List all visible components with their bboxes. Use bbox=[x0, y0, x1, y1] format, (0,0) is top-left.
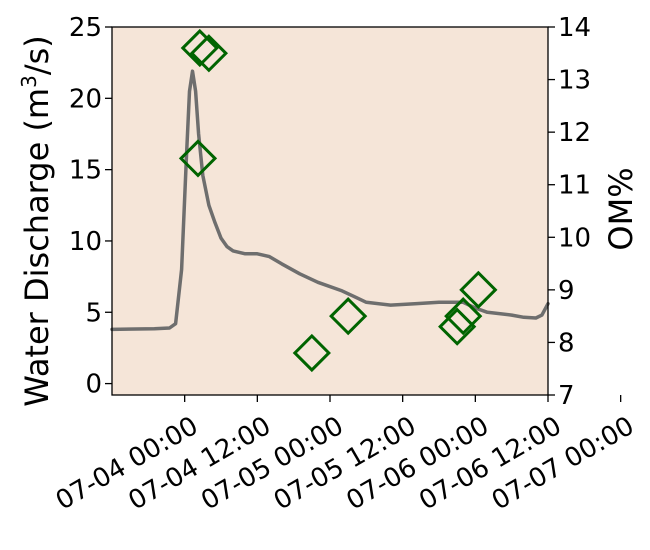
plot-frame bbox=[111, 26, 549, 396]
y2-tick-label: 11 bbox=[558, 171, 591, 201]
plot-background bbox=[112, 27, 548, 395]
y-axis-title-sup: 3 bbox=[17, 75, 41, 88]
y-axis-title-prefix: Water Discharge (m bbox=[18, 88, 56, 407]
y-axis-right: 7 8 9 10 11 12 13 14 bbox=[548, 13, 591, 411]
y-axis-title-left: Water Discharge (m3/s) bbox=[17, 35, 56, 407]
y2-tick-label: 8 bbox=[558, 328, 575, 358]
discharge-line bbox=[110, 69, 550, 332]
om-point bbox=[459, 270, 498, 309]
om-point bbox=[178, 139, 218, 178]
y2-tick-label: 14 bbox=[558, 13, 591, 43]
y-tick-label: 25 bbox=[69, 13, 102, 43]
om-point bbox=[180, 28, 219, 68]
om-point bbox=[189, 34, 229, 73]
y-tick-label: 20 bbox=[69, 84, 102, 114]
om-point bbox=[292, 333, 331, 373]
y-tick-label: 10 bbox=[69, 227, 102, 257]
y2-tick-label: 13 bbox=[558, 66, 591, 96]
y2-tick-label: 10 bbox=[558, 223, 591, 253]
om-point bbox=[329, 297, 368, 336]
om-point bbox=[444, 297, 483, 336]
y2-tick-label: 12 bbox=[558, 118, 591, 148]
y-tick-label: 15 bbox=[69, 156, 102, 186]
y-axis-left: 0 5 10 15 20 25 bbox=[69, 13, 112, 400]
y-tick-label: 0 bbox=[85, 370, 102, 400]
series-layer bbox=[110, 28, 550, 373]
y-axis-title-suffix: /s) bbox=[18, 35, 56, 75]
y-axis-title-right: OM% bbox=[602, 167, 640, 250]
om-point bbox=[438, 307, 477, 346]
y2-tick-label: 9 bbox=[558, 276, 575, 306]
y-tick-label: 5 bbox=[85, 298, 102, 328]
y2-tick-label: 7 bbox=[558, 381, 575, 411]
